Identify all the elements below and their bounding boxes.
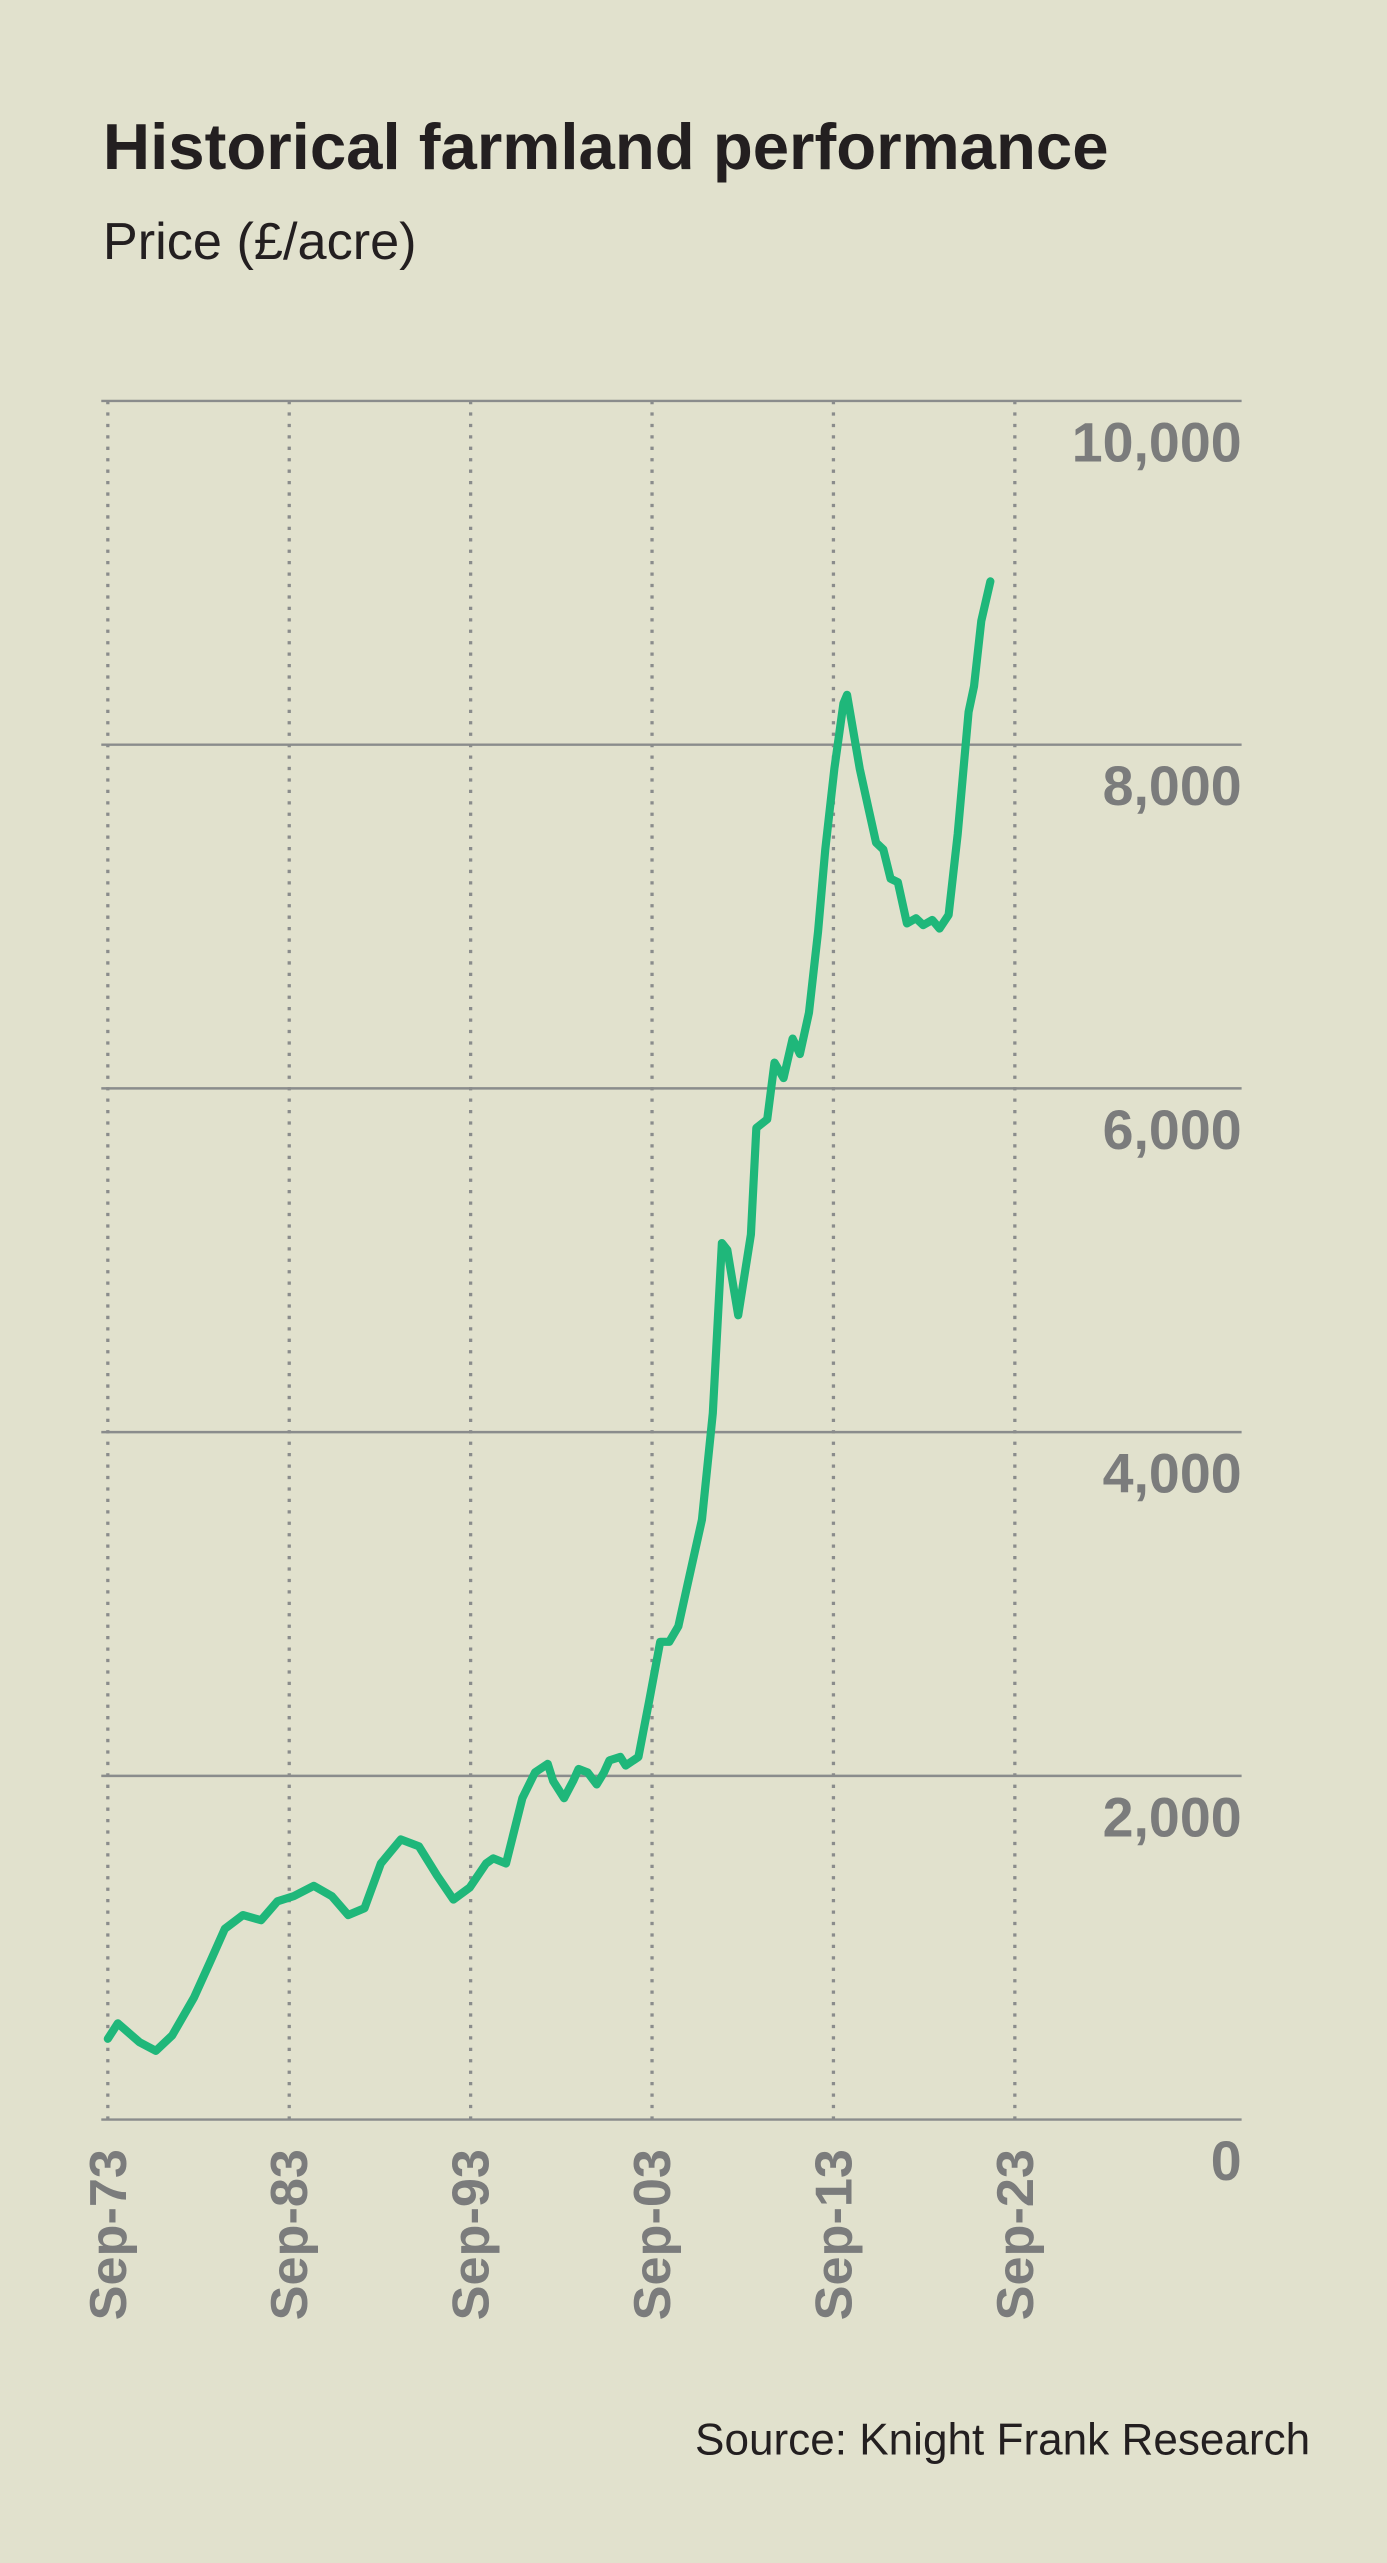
chart-subtitle: Price (£/acre) xyxy=(103,213,417,271)
price-line xyxy=(103,577,995,2055)
y-tick-label: 10,000 xyxy=(1072,411,1242,473)
y-tick-label: 4,000 xyxy=(1103,1443,1242,1505)
y-tick-label: 8,000 xyxy=(1103,755,1242,817)
y-tick-label: 0 xyxy=(1211,2130,1242,2192)
x-tick-label: Sep-23 xyxy=(987,2149,1045,2320)
x-tick-label: Sep-83 xyxy=(261,2149,319,2320)
x-tick-label: Sep-13 xyxy=(805,2149,863,2320)
y-tick-label: 2,000 xyxy=(1103,1786,1242,1848)
x-tick-label: Sep-03 xyxy=(624,2149,682,2320)
source: Source: Knight Frank Research xyxy=(695,2415,1310,2464)
x-tick-label: Sep-93 xyxy=(443,2149,501,2320)
chart-title: Historical farmland performance xyxy=(103,110,1109,183)
y-tick-label: 6,000 xyxy=(1103,1099,1242,1161)
x-tick-label: Sep-73 xyxy=(80,2149,138,2320)
